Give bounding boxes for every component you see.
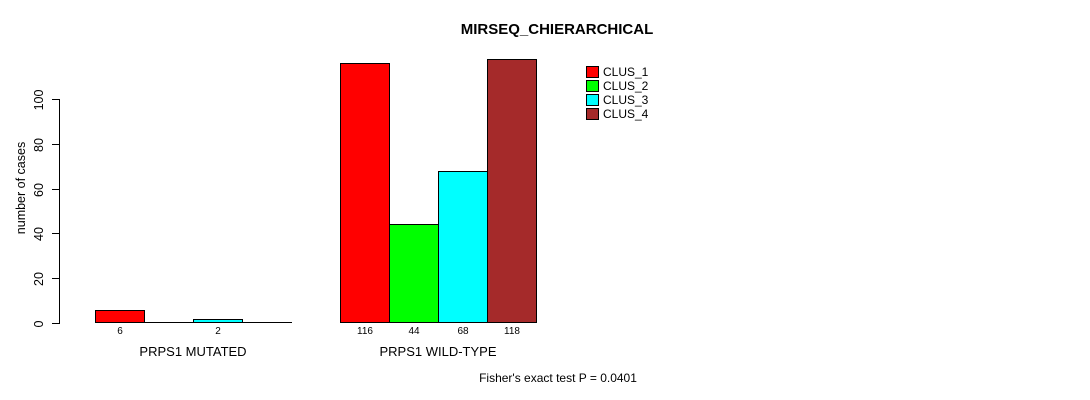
y-tick-label: 100	[32, 89, 46, 110]
bar-clus-3-prps1-mutated	[193, 319, 243, 323]
fisher-test-annotation: Fisher's exact test P = 0.0401	[479, 371, 637, 385]
y-axis-line	[59, 99, 60, 324]
legend-swatch-clus-3-icon	[586, 94, 599, 106]
legend-swatch-clus-1-icon	[586, 66, 599, 78]
bar-clus-1-prps1-mutated	[95, 310, 145, 323]
legend-label-clus-3: CLUS_3	[603, 92, 649, 107]
bar-clus-1-prps1-wild-type	[340, 63, 390, 323]
legend-swatch-clus-4-icon	[586, 108, 599, 120]
y-axis-tick	[52, 144, 59, 145]
y-axis-tick	[52, 99, 59, 100]
y-axis-tick	[52, 323, 59, 324]
y-axis-tick	[52, 189, 59, 190]
y-tick-label: 80	[32, 137, 46, 152]
bar-clus-2-prps1-wild-type	[389, 224, 439, 323]
y-tick-label: 0	[32, 320, 46, 327]
y-axis-tick	[52, 233, 59, 234]
y-tick-label: 60	[32, 182, 46, 197]
bar-value-label: 68	[457, 326, 469, 337]
bar-value-label: 44	[408, 326, 420, 337]
y-axis-title: number of cases	[14, 141, 28, 235]
x-group-label-prps1-wild-type: PRPS1 WILD-TYPE	[379, 344, 497, 359]
bar-clus-3-prps1-wild-type	[438, 171, 488, 323]
legend-label-clus-4: CLUS_4	[603, 106, 649, 121]
bar-clus-4-prps1-wild-type	[487, 59, 537, 323]
y-axis-tick	[52, 278, 59, 279]
y-tick-label: 40	[32, 226, 46, 241]
legend-label-clus-1: CLUS_1	[603, 64, 649, 79]
chart-title: MIRSEQ_CHIERARCHICAL	[460, 21, 654, 38]
legend-label-clus-2: CLUS_2	[603, 78, 649, 93]
bar-value-label: 118	[504, 326, 520, 337]
legend-swatch-clus-2-icon	[586, 80, 599, 92]
x-group-label-prps1-mutated: PRPS1 MUTATED	[139, 344, 247, 359]
bar-value-label: 2	[215, 326, 221, 337]
y-tick-label: 20	[32, 271, 46, 286]
bar-value-label: 6	[117, 326, 123, 337]
bar-value-label: 116	[357, 326, 373, 337]
